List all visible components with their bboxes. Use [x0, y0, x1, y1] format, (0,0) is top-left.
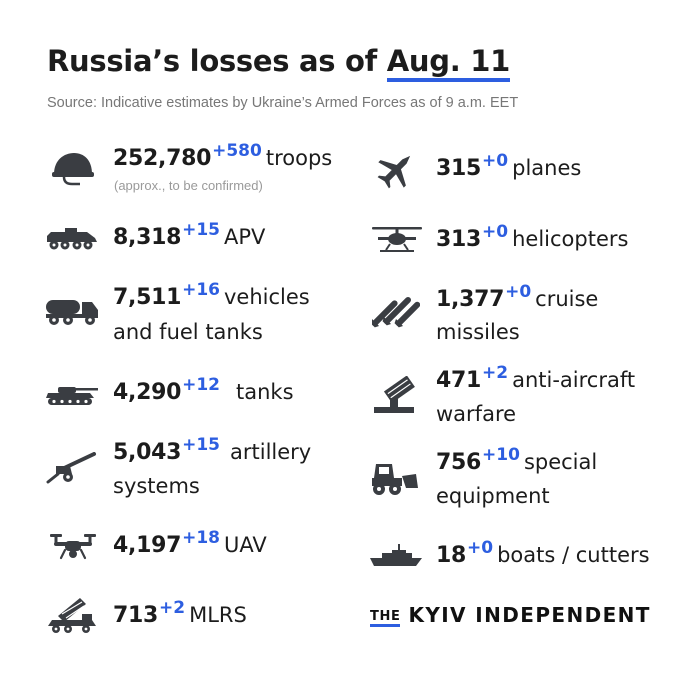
delta: +0: [505, 282, 532, 302]
delta: +2: [482, 363, 509, 383]
value: 471: [436, 368, 482, 393]
value: 1,377: [436, 287, 505, 312]
delta: +2: [159, 598, 186, 618]
stat-tanks: 4,290+12 tanks: [113, 375, 294, 405]
delta: +580: [212, 141, 262, 161]
label: UAV: [224, 533, 267, 557]
page-title: Russia’s losses as of Aug. 11: [47, 44, 510, 82]
value: 7,511: [113, 285, 182, 310]
fuel-truck-icon: [44, 296, 100, 326]
label: troops: [265, 146, 333, 170]
helmet-icon: [50, 150, 96, 186]
label: MLRS: [189, 603, 247, 627]
value: 5,043: [113, 440, 182, 465]
value: 4,197: [113, 533, 182, 558]
stat-artillery: 5,043+15 artillery: [113, 435, 312, 465]
value: 713: [113, 603, 159, 628]
stat-troops: 252,780+580 troops: [113, 141, 333, 171]
artillery-icon: [46, 452, 98, 484]
label: helicopters: [512, 227, 629, 251]
value: 313: [436, 227, 482, 252]
delta: +15: [182, 435, 220, 455]
stat-artillery-line2: systems: [113, 474, 200, 498]
brand-the: THE: [370, 609, 401, 627]
stat-special-equipment: 756+10 special: [436, 445, 598, 475]
brand-name: KYIV INDEPENDENT: [408, 603, 651, 627]
delta: +18: [182, 528, 220, 548]
apv-icon: [45, 228, 99, 250]
missiles-icon: [372, 290, 420, 338]
label: anti-aircraft: [512, 368, 636, 392]
delta: +16: [182, 280, 220, 300]
stat-anti-aircraft: 471+2 anti-aircraft: [436, 363, 636, 393]
anti-aircraft-icon: [372, 376, 416, 416]
stat-anti-aircraft-line2: warfare: [436, 402, 517, 426]
mlrs-icon: [46, 596, 98, 634]
label: tanks: [236, 380, 294, 404]
stat-vehicles: 7,511+16 vehicles: [113, 280, 310, 310]
source-note: Source: Indicative estimates by Ukraine’…: [47, 95, 519, 111]
label: special: [523, 450, 598, 474]
stat-uav: 4,197+18 UAV: [113, 528, 267, 558]
value: 4,290: [113, 380, 182, 405]
stat-special-equipment-line2: equipment: [436, 484, 550, 508]
label: vehicles: [224, 285, 310, 309]
delta: +15: [182, 220, 220, 240]
troops-note: (approx., to be confirmed): [114, 178, 263, 193]
label: APV: [224, 225, 266, 249]
plane-icon: [374, 150, 418, 190]
label: boats / cutters: [497, 543, 650, 567]
stat-planes: 315+0 planes: [436, 151, 582, 181]
value: 315: [436, 156, 482, 181]
stat-mlrs: 713+2 MLRS: [113, 598, 247, 628]
delta: +0: [467, 538, 494, 558]
stat-boats: 18+0 boats / cutters: [436, 538, 650, 568]
label: cruise: [535, 287, 599, 311]
label: artillery: [230, 440, 312, 464]
stat-helicopters: 313+0 helicopters: [436, 222, 629, 252]
stat-vehicles-line2: and fuel tanks: [113, 320, 263, 344]
stat-missiles: 1,377+0 cruise: [436, 282, 599, 312]
delta: +0: [482, 151, 509, 171]
delta: +12: [182, 375, 220, 395]
tank-icon: [44, 384, 100, 406]
value: 8,318: [113, 225, 182, 250]
value: 252,780: [113, 146, 212, 171]
helicopter-icon: [370, 224, 424, 254]
title-prefix: Russia’s losses as of: [47, 44, 387, 78]
stat-missiles-line2: missiles: [436, 320, 520, 344]
drone-icon: [49, 532, 97, 562]
value: 18: [436, 543, 467, 568]
label: planes: [512, 156, 582, 180]
delta: +10: [482, 445, 520, 465]
delta: +0: [482, 222, 509, 242]
title-date: Aug. 11: [386, 44, 510, 82]
brand-logo: THE KYIV INDEPENDENT: [370, 603, 651, 627]
boat-icon: [368, 542, 424, 568]
bulldozer-icon: [370, 462, 420, 496]
stat-apv: 8,318+15 APV: [113, 220, 266, 250]
value: 756: [436, 450, 482, 475]
